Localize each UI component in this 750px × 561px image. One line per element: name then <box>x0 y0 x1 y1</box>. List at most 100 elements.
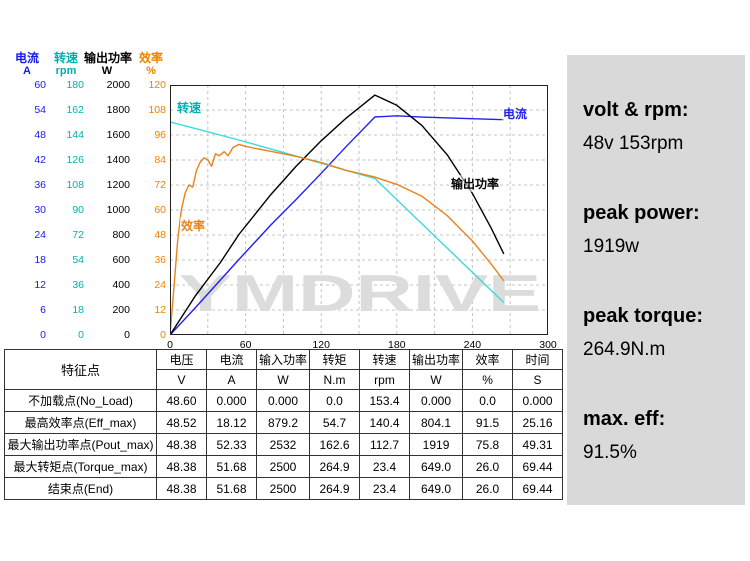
ytick-eff: 72 <box>154 179 166 191</box>
summary-value: 91.5% <box>583 442 637 463</box>
summary-value: 48v 153rpm <box>583 133 684 154</box>
curve-current <box>170 115 504 335</box>
row-value: 48.60 <box>156 389 207 412</box>
row-value: 2500 <box>255 477 311 500</box>
ytick-eff: 24 <box>154 279 166 291</box>
row-value: 140.4 <box>359 411 411 434</box>
row-value: 0.0 <box>462 389 514 412</box>
table-row: 不加载点(No_Load) 48.60 0.000 0.000 0.0 153.4 0.00… <box>4 389 564 412</box>
row-name: 最高效率点(Eff_max) <box>4 411 157 434</box>
ytick-eff: 60 <box>154 204 166 216</box>
summary-label: peak torque: <box>583 305 704 327</box>
dyno-chart: 电流 A 转速 rpm 输出功率 W 效率% 60 54 48 42 36 30 24 18 12 6 0 180… <box>0 0 560 352</box>
ytick-power: 400 <box>112 279 130 291</box>
ytick-eff: 0 <box>160 329 166 341</box>
row-value: 18.12 <box>206 411 257 434</box>
row-value: 75.8 <box>462 433 514 456</box>
ytick-rpm: 108 <box>66 179 84 191</box>
xtick: 240 <box>463 339 482 351</box>
summary-item-peak-power: peak power: 1919w <box>583 202 739 258</box>
row-value: 0.000 <box>255 389 311 412</box>
ytick-rpm: 144 <box>66 129 84 141</box>
row-value: 23.4 <box>359 477 411 500</box>
row-value: 48.38 <box>156 433 207 456</box>
ytick-current: 12 <box>34 279 46 291</box>
plot-svg: YMDRIVE <box>170 85 548 335</box>
ytick-current: 18 <box>34 254 46 266</box>
table-col-unit: N.m <box>309 369 361 390</box>
axis-title-rpm: 转速 rpm <box>53 51 78 78</box>
ytick-power: 1800 <box>106 104 130 116</box>
row-value: 49.31 <box>512 433 564 456</box>
curve-label: 效率 <box>180 217 207 234</box>
row-value: 649.0 <box>409 477 464 500</box>
ytick-rpm: 162 <box>66 104 84 116</box>
table-corner: 特征点 <box>4 349 157 390</box>
row-name: 不加载点(No_Load) <box>4 389 157 412</box>
ytick-eff: 36 <box>154 254 166 266</box>
row-value: 0.000 <box>409 389 464 412</box>
table-row: 结束点(End) 48.38 51.68 2500 264.9 23.4 649.0 26.0… <box>4 477 564 500</box>
summary-label: volt & rpm: <box>583 99 689 121</box>
ytick-rpm: 0 <box>78 329 84 341</box>
row-value: 69.44 <box>512 477 564 500</box>
grid-lines <box>170 85 548 335</box>
table-row: 最大转矩点(Torque_max) 48.38 51.68 2500 264.9 23.4… <box>4 455 564 478</box>
ytick-current: 36 <box>34 179 46 191</box>
row-value: 69.44 <box>512 455 564 478</box>
row-value: 23.4 <box>359 455 411 478</box>
plot-area: YMDRIVE 转速 效率 输出功率 电流 <box>170 85 548 335</box>
ytick-power: 0 <box>124 329 130 341</box>
row-value: 91.5 <box>462 411 514 434</box>
table-col-header: 时间 <box>512 349 564 370</box>
ytick-power: 200 <box>112 304 130 316</box>
plot-frame <box>170 85 548 335</box>
ytick-rpm: 126 <box>66 154 84 166</box>
ytick-eff: 84 <box>154 154 166 166</box>
ytick-power: 600 <box>112 254 130 266</box>
table-row: 最大输出功率点(Pout_max) 48.38 52.33 2532 162.6 112.… <box>4 433 564 456</box>
ytick-rpm: 54 <box>72 254 84 266</box>
ytick-power: 2000 <box>106 79 130 91</box>
row-value: 48.38 <box>156 455 207 478</box>
table-col-unit: V <box>156 369 207 390</box>
summary-label: peak power: <box>583 202 700 224</box>
ytick-eff: 12 <box>154 304 166 316</box>
table-col-unit: W <box>255 369 311 390</box>
axis-title-eff: 效率% <box>138 51 163 78</box>
summary-item-peak-torque: peak torque: 264.9N.m <box>583 305 739 361</box>
axis-title-power: 输出功率 W <box>84 51 133 78</box>
axis-title-current: 电流 A <box>14 51 39 78</box>
ytick-current: 6 <box>40 304 46 316</box>
table-col-unit: A <box>206 369 257 390</box>
row-value: 25.16 <box>512 411 564 434</box>
row-value: 0.0 <box>309 389 361 412</box>
row-value: 649.0 <box>409 455 464 478</box>
ytick-power: 800 <box>112 229 130 241</box>
table-col-unit: W <box>409 369 464 390</box>
summary-item-max-eff: max. eff: 91.5% <box>583 408 739 464</box>
row-name: 结束点(End) <box>4 477 157 500</box>
row-value: 51.68 <box>206 455 257 478</box>
row-value: 0.000 <box>206 389 257 412</box>
xtick: 0 <box>167 339 173 351</box>
row-value: 153.4 <box>359 389 411 412</box>
ytick-rpm: 90 <box>72 204 84 216</box>
row-value: 879.2 <box>255 411 311 434</box>
table-col-header: 效率 <box>462 349 514 370</box>
row-value: 0.000 <box>512 389 564 412</box>
ytick-current: 48 <box>34 129 46 141</box>
table-col-unit: rpm <box>359 369 411 390</box>
table-col-header: 输入功率 <box>255 349 311 370</box>
curve-label: 输出功率 <box>450 175 501 192</box>
row-name: 最大输出功率点(Pout_max) <box>4 433 157 456</box>
ytick-power: 1600 <box>106 129 130 141</box>
ytick-rpm: 18 <box>72 304 84 316</box>
table-col-header: 电压 <box>156 349 207 370</box>
ytick-power: 1400 <box>106 154 130 166</box>
ytick-power: 1000 <box>106 204 130 216</box>
row-value: 112.7 <box>359 433 411 456</box>
ytick-eff: 96 <box>154 129 166 141</box>
row-value: 54.7 <box>309 411 361 434</box>
xtick: 180 <box>388 339 406 351</box>
